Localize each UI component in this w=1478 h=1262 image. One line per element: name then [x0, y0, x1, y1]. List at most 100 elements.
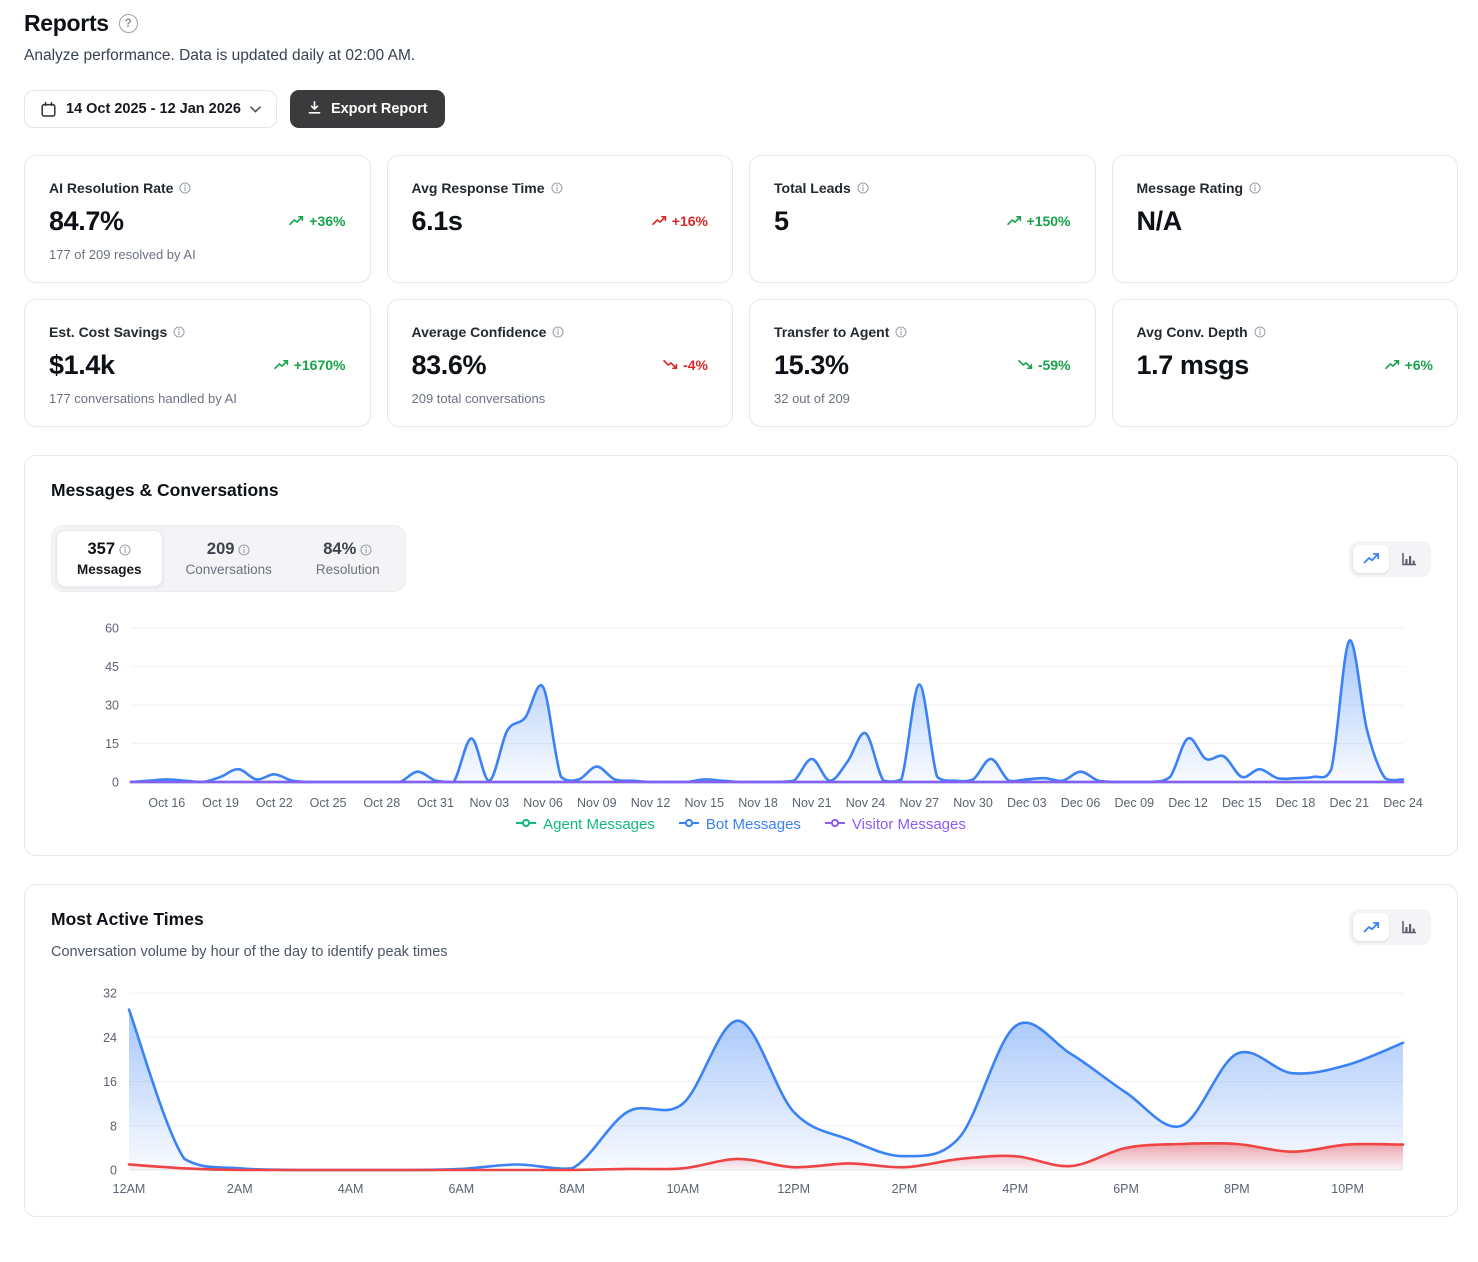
- trend-badge: -4%: [663, 357, 708, 373]
- x-axis-label: Oct 31: [417, 796, 454, 810]
- x-axis-label: Oct 28: [363, 796, 400, 810]
- info-icon[interactable]: [857, 179, 869, 197]
- tab-messages[interactable]: 357 Messages: [56, 530, 163, 587]
- stat-label: Est. Cost Savings: [49, 324, 168, 340]
- info-icon[interactable]: [1254, 323, 1266, 341]
- stat-subtext: [412, 247, 709, 262]
- stat-label: Transfer to Agent: [774, 324, 890, 340]
- export-report-button[interactable]: Export Report: [289, 90, 445, 128]
- stat-value: 5: [774, 206, 789, 236]
- export-report-label: Export Report: [330, 101, 428, 117]
- stat-value: N/A: [1136, 206, 1183, 236]
- date-range-picker[interactable]: 14 Oct 2025 - 12 Jan 2026: [24, 90, 277, 128]
- chevron-down-icon: [250, 105, 261, 113]
- trend-badge: -59%: [1018, 357, 1071, 373]
- legend-item-agent-messages[interactable]: Agent Messages: [516, 816, 655, 833]
- x-axis-label: 8AM: [559, 1182, 585, 1196]
- x-axis-label: Dec 21: [1329, 796, 1369, 810]
- x-axis-label: Nov 30: [953, 796, 993, 810]
- line-dot-icon: [516, 816, 537, 833]
- x-axis-label: Nov 24: [846, 796, 886, 810]
- tab-label: Messages: [77, 562, 142, 577]
- tab-resolution[interactable]: 84% Resolution: [295, 530, 401, 587]
- x-axis-label: Nov 15: [684, 796, 724, 810]
- x-axis-label: 6AM: [448, 1182, 474, 1196]
- chart-type-toggle: [1349, 540, 1431, 577]
- line-chart-toggle-button[interactable]: [1353, 544, 1389, 573]
- stat-value: 84.7%: [49, 206, 124, 236]
- stat-label: AI Resolution Rate: [49, 180, 174, 196]
- bar-chart-toggle-button-2[interactable]: [1391, 913, 1427, 941]
- y-axis-label: 60: [105, 622, 119, 636]
- x-axis-label: Nov 09: [577, 796, 617, 810]
- info-icon[interactable]: [550, 179, 563, 197]
- chart-type-toggle-2: [1349, 909, 1431, 945]
- stat-card-est-cost-savings: Est. Cost Savings $1.4k +1670% 177 conversa…: [24, 299, 371, 427]
- stat-value: 15.3%: [774, 350, 849, 380]
- stat-subtext: 209 total conversations: [411, 391, 546, 406]
- stat-value: $1.4k: [49, 350, 115, 380]
- legend-label: Agent Messages: [543, 816, 655, 833]
- trend-up-icon: [1006, 213, 1022, 229]
- active-times-title: Most Active Times: [51, 909, 204, 929]
- info-icon[interactable]: [360, 540, 372, 559]
- page-header: Reports ?: [24, 10, 1458, 37]
- stat-card-total-leads: Total Leads 5 +150%: [749, 155, 1096, 283]
- stat-card-transfer-to-agent: Transfer to Agent 15.3% -59% 32 out of 209: [749, 299, 1096, 427]
- trend-value: +150%: [1026, 213, 1071, 229]
- x-axis-label: 10AM: [667, 1182, 700, 1196]
- page-title: Reports: [24, 10, 109, 36]
- info-icon[interactable]: [895, 323, 907, 341]
- x-axis-label: 2PM: [892, 1182, 918, 1196]
- tab-conversations[interactable]: 209 Conversations: [165, 530, 293, 587]
- reports-page: Reports ? Analyze performance. Data is u…: [24, 10, 1458, 1217]
- info-icon[interactable]: [119, 540, 131, 559]
- blue-series-area: [129, 1009, 1403, 1170]
- trend-down-icon: [1018, 357, 1033, 373]
- messages-chart[interactable]: 0 15 30 45 60 Oct 16 Oct 19 Oct 22 Oct 25 Oct 28 O…: [51, 616, 1429, 812]
- legend-item-visitor-messages[interactable]: Visitor Messages: [824, 816, 966, 833]
- info-icon[interactable]: [1249, 179, 1261, 197]
- x-axis-label: Dec 24: [1383, 796, 1423, 810]
- x-axis-label: Oct 19: [202, 796, 239, 810]
- tab-value: 357: [88, 540, 132, 559]
- help-icon[interactable]: ?: [118, 14, 138, 33]
- x-axis-label: Dec 03: [1007, 796, 1047, 810]
- stat-card-avg-conv-depth: Avg Conv. Depth 1.7 msgs +6%: [1111, 299, 1458, 427]
- x-axis-label: Nov 03: [470, 796, 510, 810]
- messages-chart-legend: Agent Messages Bot Messages Visitor Messag…: [51, 816, 1431, 837]
- stat-label: Average Confidence: [411, 324, 547, 340]
- trend-up-icon: [289, 213, 304, 229]
- y-axis-label: 32: [103, 987, 117, 1001]
- y-axis-label: 0: [110, 1164, 117, 1178]
- line-dot-icon: [678, 816, 699, 833]
- x-axis-label: Nov 18: [738, 796, 778, 810]
- legend-item-bot-messages[interactable]: Bot Messages: [678, 816, 801, 833]
- x-axis-label: 10PM: [1331, 1182, 1364, 1196]
- info-icon[interactable]: [179, 179, 192, 197]
- x-axis-label: 4PM: [1002, 1182, 1028, 1196]
- line-chart-toggle-button-2[interactable]: [1353, 913, 1389, 941]
- trend-badge: +1670%: [273, 357, 346, 373]
- tab-label: Conversations: [185, 562, 272, 577]
- trend-up-icon: [273, 357, 289, 373]
- x-axis-label: 8PM: [1224, 1182, 1250, 1196]
- info-icon[interactable]: [552, 323, 564, 341]
- x-axis-label: Dec 18: [1276, 796, 1316, 810]
- stat-label: Message Rating: [1136, 180, 1244, 196]
- tab-value: 84%: [323, 540, 372, 559]
- info-icon[interactable]: [238, 540, 251, 559]
- messages-section-title: Messages & Conversations: [51, 480, 279, 500]
- stat-subtext: 32 out of 209: [774, 391, 850, 406]
- info-icon[interactable]: [173, 323, 185, 341]
- x-axis-label: 6PM: [1113, 1182, 1139, 1196]
- trend-badge: +6%: [1384, 357, 1433, 373]
- bar-chart-toggle-button[interactable]: [1391, 545, 1427, 573]
- y-axis-label: 8: [110, 1119, 117, 1133]
- stats-grid: AI Resolution Rate 84.7% +36% 177 of 209 re…: [24, 155, 1458, 427]
- stat-subtext: [774, 247, 1071, 262]
- stat-subtext: [1137, 247, 1434, 262]
- line-dot-icon: [824, 816, 845, 833]
- x-axis-label: 12AM: [113, 1182, 146, 1196]
- active-times-chart[interactable]: 0 8 16 24 32 12AM 2AM 4AM 6AM 8AM 10AM 12PM 2PM 4PM 6P…: [51, 984, 1429, 1198]
